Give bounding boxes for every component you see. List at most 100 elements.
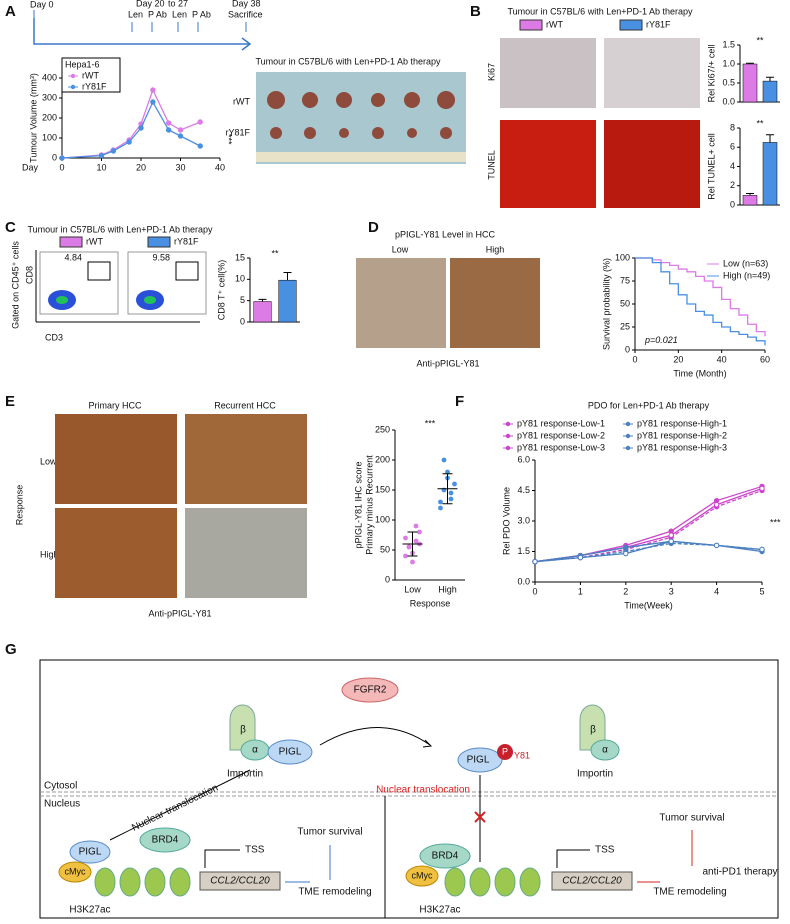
point: [532, 558, 538, 565]
annotation: ***: [770, 517, 781, 527]
photo-title: Tumour in C57BL/6 with Len+PD-1 Ab thera…: [255, 56, 441, 66]
legend-label: rY81F: [646, 19, 671, 29]
point: [177, 133, 184, 139]
point: [413, 538, 419, 544]
legend-label: rY81F: [174, 236, 199, 246]
bar: [278, 279, 297, 323]
y-tick-label: 0: [385, 574, 390, 584]
y-tick-label: 10: [235, 274, 245, 284]
point: [417, 529, 422, 535]
ihc-image: [450, 258, 540, 348]
y-axis-label: Rel Ki67/+ cell: [706, 45, 716, 103]
survival-curve: [635, 257, 766, 346]
y-axis-label: pPIGL-Y81 IHC score: [353, 461, 363, 548]
row-label: Low: [40, 456, 57, 466]
x-tick-label: 2: [623, 586, 628, 596]
y-tick-label: 15: [235, 252, 245, 262]
panel-label: G: [5, 641, 17, 658]
y-tick-label: 0: [730, 199, 735, 209]
point: [713, 502, 720, 508]
row-label: rWT: [233, 96, 250, 106]
protein-label: Importin: [577, 769, 613, 780]
protein-label: PIGL: [79, 847, 102, 858]
x-tick-label: 1: [578, 586, 583, 596]
y-axis-label: Tumour Volume (mm³): [28, 73, 38, 163]
protein-label: β: [590, 725, 596, 736]
col-label: High: [486, 244, 505, 254]
timeline-label: Day 20: [136, 0, 165, 8]
y-tick-label: 0: [240, 316, 245, 326]
protein-label: PIGL: [279, 747, 302, 758]
point: [165, 120, 172, 126]
y-tick-label: 150: [375, 484, 390, 494]
y-axis-label: CD8 T⁺ cell(%): [216, 260, 226, 321]
legend-swatch: [519, 19, 543, 31]
blocked-label: Nuclear translocation: [376, 785, 470, 796]
annotation: ***: [224, 134, 234, 145]
point: [438, 499, 443, 505]
ihc-image: [55, 414, 177, 504]
col-label: Recurrent HCC: [214, 400, 276, 410]
gene-label: TSS: [245, 845, 265, 856]
y-axis-label: Rel TUNEL+ cell: [706, 133, 716, 200]
legend-marker: [625, 421, 631, 427]
x-tick-label: 3: [669, 586, 674, 596]
point: [410, 559, 415, 565]
legend-label: pY81 response-Low-1: [517, 418, 605, 428]
legend-label: pY81 response-High-2: [637, 430, 727, 440]
x-tick-label: 4: [714, 586, 719, 596]
x-axis-label: Day: [22, 162, 39, 172]
point: [713, 542, 720, 549]
legend-marker: [505, 445, 511, 451]
panel-label: E: [5, 393, 15, 410]
timeline-label: to 27: [168, 0, 188, 8]
x-axis-label: Time (Month): [673, 368, 726, 378]
phospho-label: Y81: [514, 750, 530, 760]
y-tick-label: 6.0: [517, 454, 530, 464]
legend-marker: [70, 73, 76, 79]
mark-label: H3K27ac: [419, 905, 460, 916]
y-tick-label: 300: [42, 92, 57, 102]
protein-label: BRD4: [152, 835, 179, 846]
legend-swatch: [59, 236, 83, 248]
y-tick-label: 1.5: [722, 39, 735, 49]
caption: Anti-pPIGL-Y81: [416, 358, 479, 368]
legend-label: pY81 response-Low-3: [517, 442, 605, 452]
ihc-image: [55, 508, 177, 598]
legend-label: pY81 response-High-3: [637, 442, 727, 452]
bar: [762, 142, 778, 206]
sd-bar: [442, 473, 453, 505]
mark-label: H3K27ac: [69, 905, 110, 916]
legend-marker: [505, 433, 511, 439]
point: [177, 127, 184, 133]
tunel-image: [604, 120, 700, 208]
y-tick-label: 25: [620, 321, 630, 331]
legend-box: [61, 57, 121, 93]
point: [445, 469, 450, 475]
y-tick-label: 200: [375, 454, 390, 464]
y-tick-label: 100: [42, 132, 57, 142]
y-tick-label: 0.0: [722, 96, 735, 106]
protein-label: α: [602, 745, 608, 756]
protein-label: BRD4: [432, 851, 459, 862]
annotation: **: [756, 35, 764, 45]
x-tick-label: 40: [717, 354, 727, 364]
y-tick-label: 4: [730, 161, 735, 171]
legend-swatch: [619, 19, 643, 31]
legend-swatch: [147, 236, 171, 248]
protein-label: β: [240, 725, 246, 736]
y-tick-label: 1.5: [517, 546, 530, 556]
legend-marker: [625, 445, 631, 451]
timeline-label: Sacrifice: [228, 9, 263, 19]
x-tick-label: 0: [59, 162, 64, 172]
panel-title: Tumour in C57BL/6 with Len+PD-1 Ab thera…: [27, 224, 213, 234]
outcome-label: TME remodeling: [298, 887, 371, 898]
axis: [534, 460, 762, 583]
legend-label: High (n=49): [723, 270, 770, 280]
y-tick-label: 100: [615, 252, 630, 262]
y-tick-label: 4.5: [517, 485, 530, 495]
panel-title: pPIGL-Y81 Level in HCC: [395, 229, 496, 239]
annotation: **: [271, 248, 279, 258]
point: [759, 485, 765, 492]
bar: [742, 195, 758, 206]
